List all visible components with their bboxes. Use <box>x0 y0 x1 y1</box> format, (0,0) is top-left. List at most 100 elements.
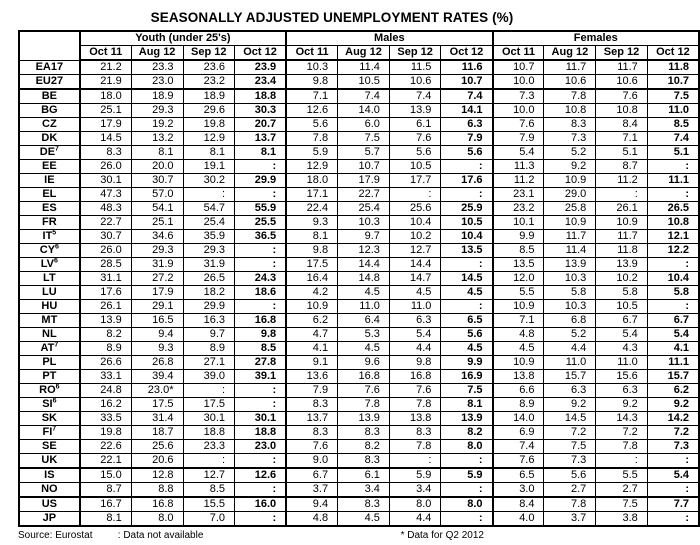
value-cell: 25.6 <box>130 439 184 454</box>
value-cell: 19.1 <box>182 159 236 174</box>
months-header-row: Oct 11 Aug 12 Sep 12 Oct 12 Oct 11 Aug 12 Sep … <box>19 45 700 61</box>
value-cell: 10.7 <box>337 159 390 174</box>
value-cell: 22.7 <box>337 187 390 202</box>
country-code: UK <box>18 453 81 469</box>
value-cell: 5.4 <box>491 145 545 160</box>
value-cell: 7.3 <box>543 453 597 469</box>
value-cell: : <box>388 187 442 202</box>
value-cell: 10.9 <box>491 355 545 370</box>
value-cell: 25.1 <box>130 215 184 230</box>
value-cell: : <box>646 159 700 174</box>
value-cell: 14.0 <box>491 411 545 426</box>
value-cell: 5.4 <box>646 327 700 342</box>
value-cell: 10.2 <box>388 229 442 244</box>
value-cell: 5.9 <box>285 145 339 160</box>
value-cell: 9.1 <box>285 355 339 370</box>
table-body: EA17 21.2 23.3 23.6 23.9 10.3 11.4 11.5 11.6 10.7… <box>18 59 700 527</box>
value-cell: 8.0 <box>440 439 494 454</box>
value-cell: : <box>234 383 287 398</box>
value-cell: 16.8 <box>130 496 184 512</box>
value-cell: 18.8 <box>182 425 236 440</box>
country-code: DK <box>18 131 81 146</box>
value-cell: 13.8 <box>388 411 442 426</box>
value-cell: 8.1 <box>182 145 236 160</box>
value-cell: 16.8 <box>337 369 390 384</box>
value-cell: 4.4 <box>543 341 597 356</box>
value-cell: 9.2 <box>646 397 700 412</box>
value-cell: 23.0 <box>130 74 184 90</box>
value-cell: 12.6 <box>285 103 339 118</box>
value-cell: 18.8 <box>234 425 287 440</box>
value-cell: 17.9 <box>130 285 184 300</box>
country-code: IE <box>18 173 81 188</box>
value-cell: 5.4 <box>646 467 700 483</box>
value-cell: 7.7 <box>646 496 700 512</box>
value-cell: 7.9 <box>491 131 545 146</box>
value-cell: 12.2 <box>646 243 700 258</box>
value-cell: 5.7 <box>337 145 390 160</box>
table-row: PT 33.1 39.4 39.0 39.1 13.6 16.8 16.8 16.9 13.8 15… <box>18 369 700 384</box>
value-cell: 13.5 <box>491 257 545 272</box>
value-cell: 14.3 <box>595 411 648 426</box>
value-cell: 10.5 <box>388 159 442 174</box>
value-cell: 9.3 <box>130 341 184 356</box>
value-cell: : <box>234 482 287 498</box>
value-cell: 23.2 <box>491 201 545 216</box>
value-cell: 31.4 <box>130 411 184 426</box>
value-cell: 9.8 <box>285 74 339 90</box>
value-cell: 6.3 <box>388 313 442 328</box>
value-cell: 11.8 <box>595 243 648 258</box>
value-cell: 24.8 <box>78 383 132 398</box>
value-cell: 29.9 <box>234 173 287 188</box>
value-cell: 10.5 <box>337 74 390 90</box>
value-cell: : <box>440 511 494 527</box>
value-cell: 8.9 <box>78 341 132 356</box>
value-cell: 14.5 <box>440 271 494 286</box>
value-cell: 10.7 <box>440 74 494 90</box>
value-cell: 5.8 <box>646 285 700 300</box>
value-cell: 13.6 <box>285 369 339 384</box>
value-cell: 29.3 <box>182 243 236 258</box>
value-cell: 6.3 <box>543 383 597 398</box>
value-cell: 4.8 <box>285 511 339 527</box>
value-cell: 27.2 <box>130 271 184 286</box>
value-cell: 12.0 <box>491 271 545 286</box>
group-header-males: Males <box>285 30 494 46</box>
table-row: LT 31.1 27.2 26.5 24.3 16.4 14.8 14.7 14.5 12.0 10… <box>18 271 700 286</box>
country-code: IS <box>18 467 81 483</box>
value-cell: 5.9 <box>388 467 442 483</box>
value-cell: 16.8 <box>234 313 287 328</box>
value-cell: 10.6 <box>543 74 597 90</box>
value-cell: 35.9 <box>182 229 236 244</box>
value-cell: 10.5 <box>595 299 648 314</box>
table-row: IT5 30.7 34.6 35.9 36.5 8.1 9.7 10.2 10.4 9.9 11.7… <box>18 229 700 244</box>
month-header: Oct 11 <box>78 45 132 61</box>
month-header: Sep 12 <box>182 45 236 61</box>
value-cell: 5.1 <box>646 145 700 160</box>
table-row: EL 47.3 57.0::17.1 22.7::23.1 29.0:: <box>18 187 700 202</box>
value-cell: 8.3 <box>337 453 390 469</box>
value-cell: 5.9 <box>440 467 494 483</box>
value-cell: 14.4 <box>388 257 442 272</box>
table-row: DK 14.5 13.2 12.9 13.7 7.8 7.5 7.6 7.9 7.9 7.3 7.1 7… <box>18 131 700 146</box>
value-cell: 26.1 <box>595 201 648 216</box>
value-cell: 18.7 <box>130 425 184 440</box>
month-header: Oct 12 <box>646 45 700 61</box>
value-cell: 9.9 <box>491 229 545 244</box>
value-cell: 4.7 <box>285 327 339 342</box>
country-code: CZ <box>18 117 81 132</box>
value-cell: 17.5 <box>182 397 236 412</box>
country-code: SE <box>18 439 81 454</box>
value-cell: 8.4 <box>595 117 648 132</box>
value-cell: 31.9 <box>130 257 184 272</box>
month-header: Sep 12 <box>388 45 442 61</box>
country-code: PT <box>18 369 81 384</box>
value-cell: : <box>646 453 700 469</box>
value-cell: : <box>595 187 648 202</box>
value-cell: 22.1 <box>78 453 132 469</box>
value-cell: 14.1 <box>440 103 494 118</box>
value-cell: 7.9 <box>440 131 494 146</box>
table-row: NO 8.7 8.8 8.5:3.7 3.4 3.4:3.0 2.7 2.7: <box>18 482 700 498</box>
value-cell: 23.6 <box>182 59 236 75</box>
value-cell: 17.6 <box>78 285 132 300</box>
